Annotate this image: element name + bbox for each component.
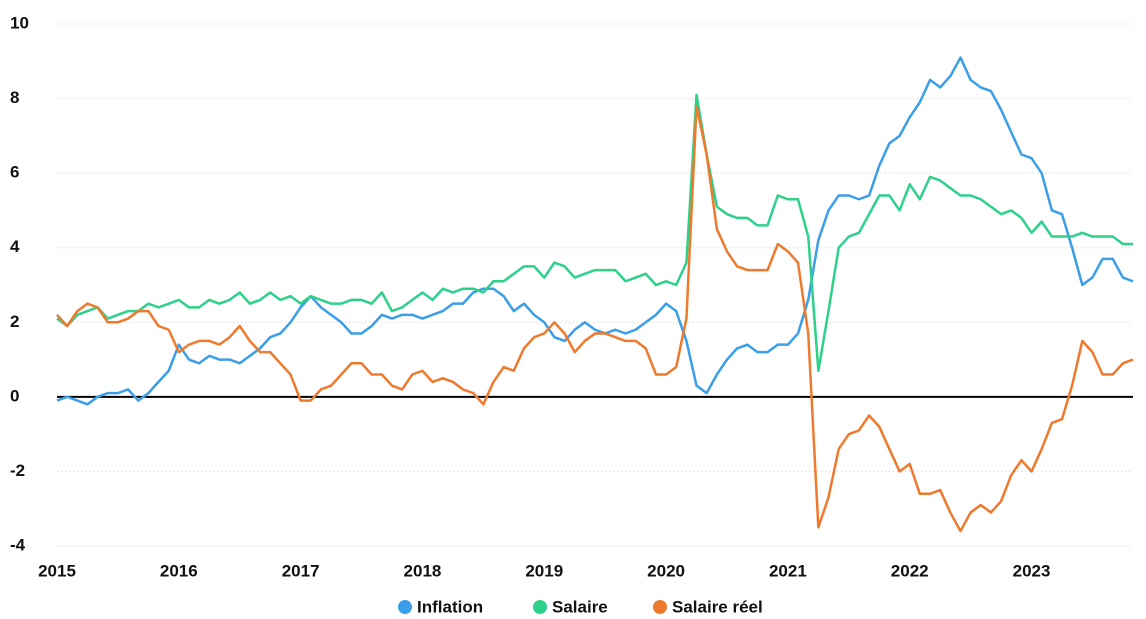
legend-label: Salaire réel xyxy=(672,597,763,616)
legend-swatch xyxy=(533,600,547,614)
series-line xyxy=(56,93,1133,373)
y-tick-label: 10 xyxy=(10,13,29,32)
y-tick-label: -2 xyxy=(10,461,25,480)
x-tick-label: 2021 xyxy=(769,561,807,580)
y-tick-label: 2 xyxy=(10,312,19,331)
x-tick-label: 2022 xyxy=(891,561,929,580)
x-tick-label: 2020 xyxy=(647,561,685,580)
x-tick-label: 2015 xyxy=(38,561,76,580)
y-tick-label: 0 xyxy=(10,386,19,405)
x-tick-label: 2023 xyxy=(1013,561,1051,580)
y-tick-label: 4 xyxy=(10,237,20,256)
y-tick-label: 8 xyxy=(10,88,19,107)
y-tick-label: -4 xyxy=(10,535,26,554)
series-line xyxy=(56,104,1134,533)
y-tick-label: 6 xyxy=(10,163,19,182)
x-tick-label: 2016 xyxy=(160,561,198,580)
series-line xyxy=(56,56,1134,406)
legend-swatch xyxy=(398,600,412,614)
legend-label: Inflation xyxy=(417,597,483,616)
x-tick-label: 2019 xyxy=(525,561,563,580)
legend-swatch xyxy=(653,600,667,614)
x-tick-label: 2018 xyxy=(404,561,442,580)
x-tick-label: 2017 xyxy=(282,561,320,580)
legend-label: Salaire xyxy=(552,597,608,616)
